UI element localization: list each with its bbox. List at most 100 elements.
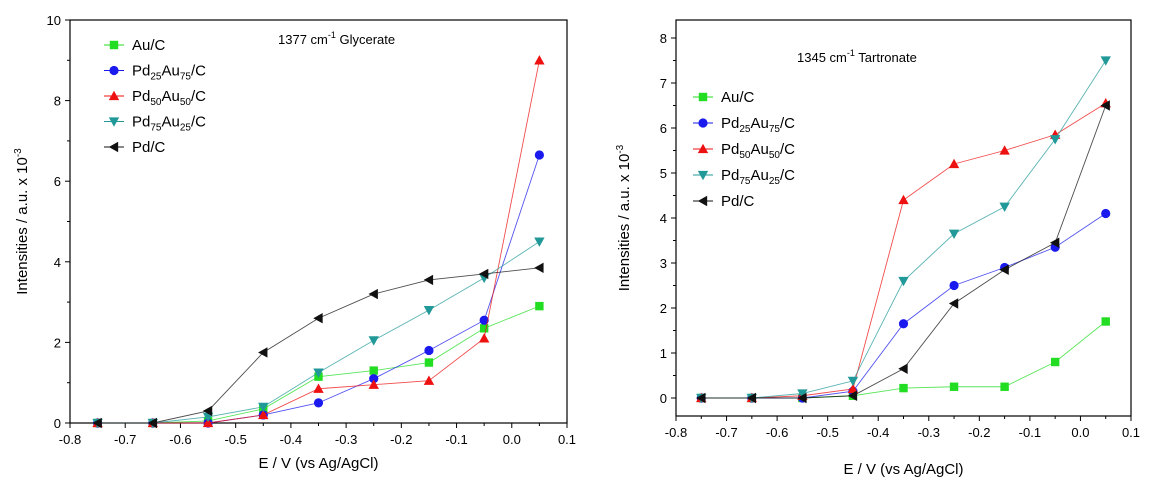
legend-label-text: Au bbox=[161, 63, 179, 80]
data-point bbox=[369, 374, 379, 384]
data-point bbox=[949, 382, 959, 391]
x-tick-label: -0.3 bbox=[335, 432, 357, 447]
legend-entry: Pd50Au50/C bbox=[693, 141, 795, 161]
legend-label-subscript: 25 bbox=[180, 123, 192, 134]
legend-marker bbox=[697, 170, 709, 181]
legend-label-subscript: 25 bbox=[150, 72, 162, 83]
series-1 bbox=[697, 317, 1110, 403]
legend-entry: Pd75Au25/C bbox=[693, 167, 795, 187]
data-point bbox=[313, 398, 324, 408]
data-point bbox=[948, 158, 960, 169]
x-tick-label: -0.6 bbox=[766, 425, 788, 440]
legend-label-text: Pd bbox=[721, 115, 739, 132]
data-point bbox=[535, 301, 544, 311]
data-point bbox=[1000, 382, 1009, 391]
data-point bbox=[534, 55, 545, 65]
data-point bbox=[258, 402, 269, 413]
legend-entry: Pd50Au50/C bbox=[104, 88, 206, 108]
data-point bbox=[534, 237, 545, 247]
legend-label-text: Au bbox=[750, 167, 768, 184]
y-axis-label: Intensities / a.u. x 10-3 bbox=[615, 144, 633, 291]
legend-entry: Pd25Au75/C bbox=[693, 115, 795, 135]
data-point bbox=[999, 145, 1010, 155]
legend-label-subscript: 50 bbox=[739, 150, 751, 161]
data-point bbox=[534, 262, 544, 274]
y-axis-label-text: Intensities / a.u. x 10 bbox=[616, 154, 633, 292]
annotation-superscript: -1 bbox=[847, 48, 855, 58]
x-tick-label: -0.5 bbox=[224, 432, 246, 447]
data-point bbox=[847, 376, 859, 387]
legend-label-text: Pd bbox=[132, 88, 150, 105]
data-point bbox=[313, 368, 324, 378]
legend-label: Pd/C bbox=[132, 139, 166, 156]
legend-label-text: Au/C bbox=[132, 37, 166, 54]
legend-label: Pd50Au50/C bbox=[132, 88, 206, 108]
legend-label-text: /C bbox=[191, 114, 206, 131]
data-point bbox=[1049, 135, 1061, 145]
legend-marker bbox=[698, 118, 708, 128]
data-point bbox=[797, 389, 808, 399]
x-tick-label: -0.8 bbox=[665, 425, 687, 440]
data-point bbox=[424, 345, 434, 356]
data-point bbox=[368, 288, 378, 300]
legend-label-subscript: 25 bbox=[769, 176, 781, 187]
data-point bbox=[1101, 317, 1110, 326]
data-point bbox=[423, 375, 435, 385]
x-tick-label: -0.5 bbox=[816, 425, 838, 440]
data-point bbox=[202, 405, 213, 417]
legend-label-text: Pd bbox=[721, 167, 739, 184]
x-tick-label: -0.1 bbox=[445, 432, 467, 447]
x-axis-label: E / V (vs Ag/AgCl) bbox=[843, 461, 963, 478]
legend-label-subscript: 25 bbox=[739, 124, 751, 135]
legend-label-text: /C bbox=[780, 141, 795, 158]
x-tick-label: -0.3 bbox=[918, 425, 940, 440]
annotation-superscript: -1 bbox=[328, 30, 336, 40]
y-tick-label: 2 bbox=[660, 301, 667, 316]
legend-label-text: Pd bbox=[132, 114, 150, 131]
y-tick-label: 4 bbox=[660, 211, 667, 226]
legend-label-text: /C bbox=[191, 63, 206, 80]
series-3 bbox=[92, 55, 545, 428]
chart-annotation: 1377 cm-1 Glycerate bbox=[278, 30, 395, 47]
series-5 bbox=[92, 262, 544, 429]
x-tick-label: 0.0 bbox=[503, 432, 521, 447]
data-point bbox=[534, 150, 544, 160]
legend-marker bbox=[697, 143, 709, 154]
legend-entry: Pd/C bbox=[104, 139, 166, 156]
legend-label-text: Pd/C bbox=[132, 139, 166, 156]
y-tick-label: 6 bbox=[54, 174, 61, 189]
data-point bbox=[424, 358, 434, 367]
data-point bbox=[1101, 208, 1111, 219]
legend-entry: Au/C bbox=[693, 89, 755, 106]
data-point bbox=[898, 276, 909, 287]
series-4 bbox=[696, 56, 1111, 404]
legend-marker bbox=[108, 141, 119, 153]
data-point bbox=[948, 229, 960, 239]
legend-marker bbox=[108, 90, 120, 101]
legend-label-subscript: 50 bbox=[180, 97, 192, 108]
data-point bbox=[999, 264, 1009, 275]
data-point bbox=[948, 298, 959, 309]
y-tick-label: 0 bbox=[54, 416, 61, 431]
y-axis-label-text: Intensities / a.u. x 10 bbox=[14, 157, 31, 295]
annotation-text: 1377 cm bbox=[278, 32, 328, 47]
plot-frame bbox=[675, 19, 1132, 417]
legend-label-text: Pd bbox=[132, 63, 150, 80]
legend-label: Pd25Au75/C bbox=[132, 63, 206, 83]
data-point bbox=[696, 392, 706, 404]
legend-entry: Au/C bbox=[104, 37, 166, 54]
x-tick-label: -0.8 bbox=[59, 432, 81, 447]
legend-label-subscript: 75 bbox=[739, 176, 751, 187]
x-tick-label: -0.6 bbox=[169, 432, 191, 447]
legend-label: Pd/C bbox=[721, 193, 755, 210]
legend-label-text: /C bbox=[191, 88, 206, 105]
y-tick-label: 10 bbox=[47, 13, 61, 28]
x-tick-label: -0.7 bbox=[715, 425, 737, 440]
y-tick-label: 0 bbox=[660, 391, 667, 406]
data-point bbox=[147, 417, 157, 429]
data-point bbox=[92, 417, 102, 429]
x-axis-label: E / V (vs Ag/AgCl) bbox=[258, 455, 378, 472]
legend-label: Pd75Au25/C bbox=[721, 167, 795, 187]
legend-label-text: Pd/C bbox=[721, 193, 755, 210]
